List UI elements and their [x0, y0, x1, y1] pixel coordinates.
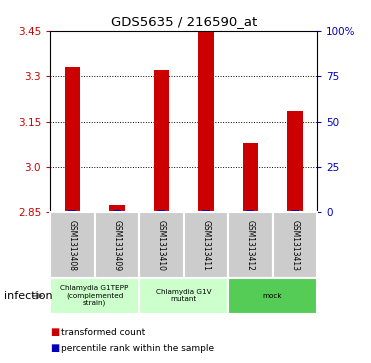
Bar — [65, 67, 80, 212]
Bar — [243, 143, 258, 212]
Bar — [157, 210, 165, 212]
Text: Chlamydia G1V
mutant: Chlamydia G1V mutant — [156, 289, 211, 302]
Bar — [50, 212, 95, 278]
Bar — [287, 111, 303, 212]
Bar — [184, 212, 228, 278]
Text: infection: infection — [4, 291, 52, 301]
Text: GSM1313410: GSM1313410 — [157, 220, 166, 271]
Bar — [291, 210, 299, 212]
Bar — [228, 212, 273, 278]
Text: GSM1313413: GSM1313413 — [290, 220, 299, 271]
Text: percentile rank within the sample: percentile rank within the sample — [61, 344, 214, 353]
Bar — [113, 210, 121, 212]
Text: GSM1313409: GSM1313409 — [112, 220, 121, 271]
Title: GDS5635 / 216590_at: GDS5635 / 216590_at — [111, 15, 257, 28]
Text: transformed count: transformed count — [61, 328, 145, 337]
Text: GSM1313411: GSM1313411 — [201, 220, 210, 271]
Text: mock: mock — [263, 293, 282, 299]
Bar — [68, 210, 76, 212]
Bar — [50, 278, 139, 314]
Text: Chlamydia G1TEPP
(complemented
strain): Chlamydia G1TEPP (complemented strain) — [60, 285, 129, 306]
Bar — [228, 278, 317, 314]
Bar — [202, 210, 210, 212]
Bar — [246, 210, 255, 212]
Text: ■: ■ — [50, 343, 59, 354]
Bar — [139, 212, 184, 278]
Bar — [273, 212, 317, 278]
Bar — [139, 278, 228, 314]
Text: ■: ■ — [50, 327, 59, 337]
Bar — [109, 205, 125, 212]
Text: GSM1313408: GSM1313408 — [68, 220, 77, 271]
Bar — [198, 32, 214, 212]
Text: GSM1313412: GSM1313412 — [246, 220, 255, 271]
Bar — [95, 212, 139, 278]
Bar — [154, 70, 169, 212]
